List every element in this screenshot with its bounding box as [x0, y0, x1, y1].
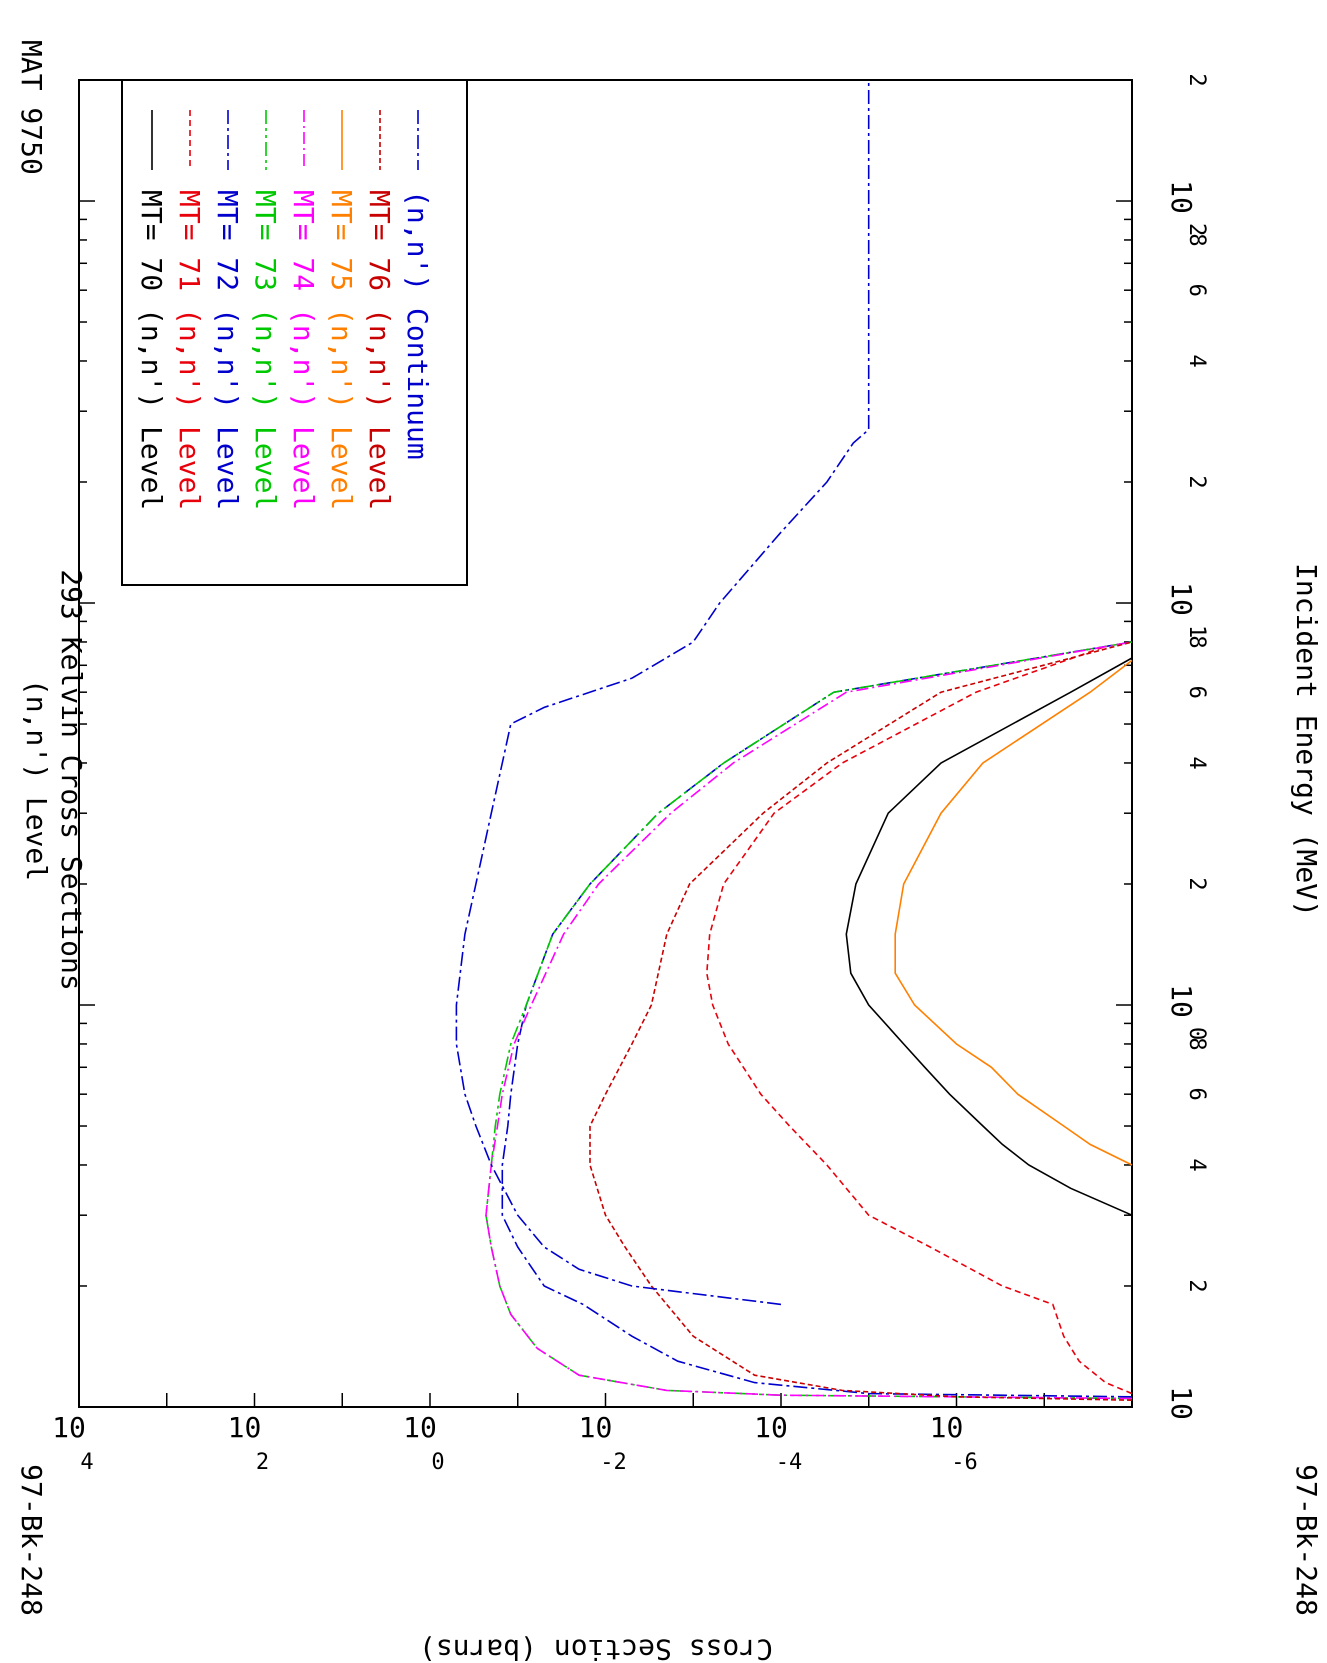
y-tick-exponent: -6: [951, 1450, 978, 1475]
x-minor-tick-label: 6: [1184, 686, 1209, 699]
x-minor-tick-label: 2: [1184, 475, 1209, 488]
y-tick-exponent: -4: [776, 1450, 803, 1475]
series-line-2: [501, 641, 1133, 1398]
x-tick-label: 10: [1165, 582, 1198, 616]
x-tick-exponent: 0: [1184, 1027, 1209, 1040]
legend-box: [121, 79, 468, 586]
series-line-4: [485, 641, 1133, 1400]
x-minor-tick-label: 4: [1184, 1158, 1209, 1171]
x-minor-tick-label: 2: [1184, 1279, 1209, 1292]
x-tick-label: 10: [1165, 984, 1198, 1018]
series-line-7: [455, 80, 870, 1306]
x-minor-tick-label: 2: [1184, 877, 1209, 890]
legend: MT= 70 (n,n') Level MT= 71 (n,n') Level MT…: [121, 79, 468, 586]
legend-label-4: MT= 74 (n,n') Level: [287, 190, 320, 510]
y-tick-exponent: 0: [431, 1450, 444, 1475]
y-tick-label: 10: [754, 1411, 788, 1444]
series-line-6: [589, 641, 1133, 1401]
x-tick-exponent: 2: [1184, 223, 1209, 236]
x-tick-label: 10: [1165, 180, 1198, 214]
series-line-3: [485, 641, 1133, 1400]
x-minor-tick-label: 8: [1184, 1037, 1209, 1050]
y-tick-label: 10: [579, 1411, 613, 1444]
y-tick-exponent: 2: [256, 1450, 269, 1475]
y-tick-label: 10: [930, 1411, 964, 1444]
legend-label-1: MT= 71 (n,n') Level: [173, 190, 206, 510]
legend-label-6: MT= 76 (n,n') Level: [363, 190, 396, 510]
legend-label-0: MT= 70 (n,n') Level: [135, 190, 168, 510]
x-minor-tick-label: 4: [1184, 354, 1209, 367]
x-axis-label: Incident Energy (MeV): [1290, 563, 1323, 917]
x-minor-tick-label: 6: [1184, 1088, 1209, 1101]
axis-ticks: [78, 79, 1133, 1408]
x-minor-tick-label: 6: [1184, 284, 1209, 297]
y-tick-exponent: -2: [600, 1450, 627, 1475]
series-line-5: [894, 659, 1133, 1166]
legend-label-3: MT= 73 (n,n') Level: [249, 190, 282, 510]
isotope-label-bottom: 97-Bk-248: [1290, 1464, 1323, 1616]
x-tick-exponent: 1: [1184, 625, 1209, 638]
x-tick-label: 10: [1165, 1386, 1198, 1420]
series-layer: [455, 80, 1133, 1401]
x-minor-tick-label: 4: [1184, 756, 1209, 769]
axis-tick-labels: 10100101102246824682468210410210010-210-…: [52, 73, 1209, 1475]
legend-label-2: MT= 72 (n,n') Level: [211, 190, 244, 510]
x-minor-tick-label: 2: [1184, 73, 1209, 86]
y-tick-label: 10: [228, 1411, 262, 1444]
x-minor-tick-label: 8: [1184, 233, 1209, 246]
y-tick-exponent: 4: [80, 1450, 93, 1475]
y-axis-label: Cross Section (barns): [419, 1633, 773, 1663]
series-line-1: [705, 645, 1133, 1395]
material-id: MAT 9750: [15, 40, 48, 175]
chart-title-line1: (n,n') Level: [20, 679, 53, 881]
isotope-label-top: 97-Bk-248: [15, 1464, 48, 1616]
x-minor-tick-label: 8: [1184, 635, 1209, 648]
series-line-0: [845, 657, 1133, 1216]
legend-label-7: (n,n') Continuum: [401, 190, 434, 460]
y-tick-label: 10: [403, 1411, 437, 1444]
y-tick-label: 10: [52, 1411, 86, 1444]
legend-label-5: MT= 75 (n,n') Level: [325, 190, 358, 510]
chart-title-line2: 293 Kelvin Cross Sections: [55, 569, 88, 990]
